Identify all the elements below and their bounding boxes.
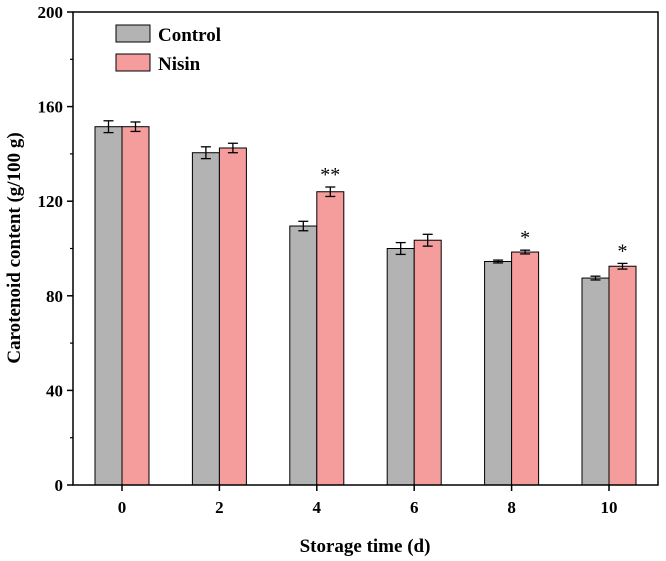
error-bar-nisin-8 — [520, 249, 531, 255]
error-bar-control-0 — [103, 120, 114, 134]
error-bar-nisin-4 — [325, 186, 336, 198]
significance-label-10: * — [618, 240, 628, 262]
bar-nisin-0 — [121, 126, 150, 486]
bar-control-0 — [94, 126, 123, 486]
error-bar-nisin-2 — [227, 142, 238, 154]
legend: Control Nisin — [115, 24, 221, 75]
bar-nisin-4 — [316, 191, 345, 486]
x-axis-title: Storage time (d) — [300, 536, 431, 557]
bar-control-6 — [386, 248, 415, 486]
legend-swatch-control — [115, 24, 151, 43]
y-tick-label-200: 200 — [38, 3, 64, 22]
legend-label-control: Control — [158, 25, 221, 46]
bar-nisin-6 — [413, 239, 442, 486]
error-bars-layer — [103, 120, 628, 281]
significance-layer: **** — [320, 164, 627, 262]
x-tick-label-4: 4 — [313, 498, 322, 517]
bar-nisin-8 — [511, 251, 540, 486]
bars-layer — [94, 126, 637, 486]
y-tick-label-160: 160 — [38, 98, 64, 117]
error-bar-nisin-0 — [130, 121, 141, 133]
bar-nisin-10 — [608, 265, 637, 486]
x-tick-label-6: 6 — [410, 498, 419, 517]
significance-label-8: * — [520, 227, 530, 249]
y-tick-label-0: 0 — [55, 476, 64, 495]
significance-label-4: ** — [320, 164, 340, 186]
bar-control-8 — [484, 261, 513, 486]
bar-control-4 — [289, 225, 318, 486]
y-axis: 0 40 80 120 160 200 — [38, 3, 73, 495]
y-tick-label-80: 80 — [46, 287, 63, 306]
x-tick-label-8: 8 — [507, 498, 516, 517]
legend-label-nisin: Nisin — [158, 54, 201, 75]
axes-layer — [72, 11, 659, 486]
error-bar-control-4 — [298, 220, 309, 232]
y-tick-label-120: 120 — [38, 192, 64, 211]
error-bar-nisin-6 — [422, 233, 433, 247]
plot-frame — [72, 11, 659, 486]
bar-control-10 — [581, 277, 610, 486]
x-tick-label-10: 10 — [601, 498, 618, 517]
y-axis-title: Carotenoid content (g/100 g) — [4, 132, 25, 363]
error-bar-control-10 — [590, 275, 601, 281]
legend-swatch-nisin — [115, 53, 151, 72]
error-bar-control-8 — [493, 259, 504, 264]
bar-control-2 — [191, 152, 220, 486]
y-tick-label-40: 40 — [46, 381, 63, 400]
error-bar-control-6 — [395, 241, 406, 256]
x-tick-label-0: 0 — [118, 498, 127, 517]
error-bar-nisin-10 — [617, 262, 628, 270]
x-tick-label-2: 2 — [215, 498, 224, 517]
error-bar-control-2 — [200, 146, 211, 160]
x-axis: 0 2 4 6 8 10 — [118, 485, 618, 517]
bar-nisin-2 — [218, 147, 247, 486]
